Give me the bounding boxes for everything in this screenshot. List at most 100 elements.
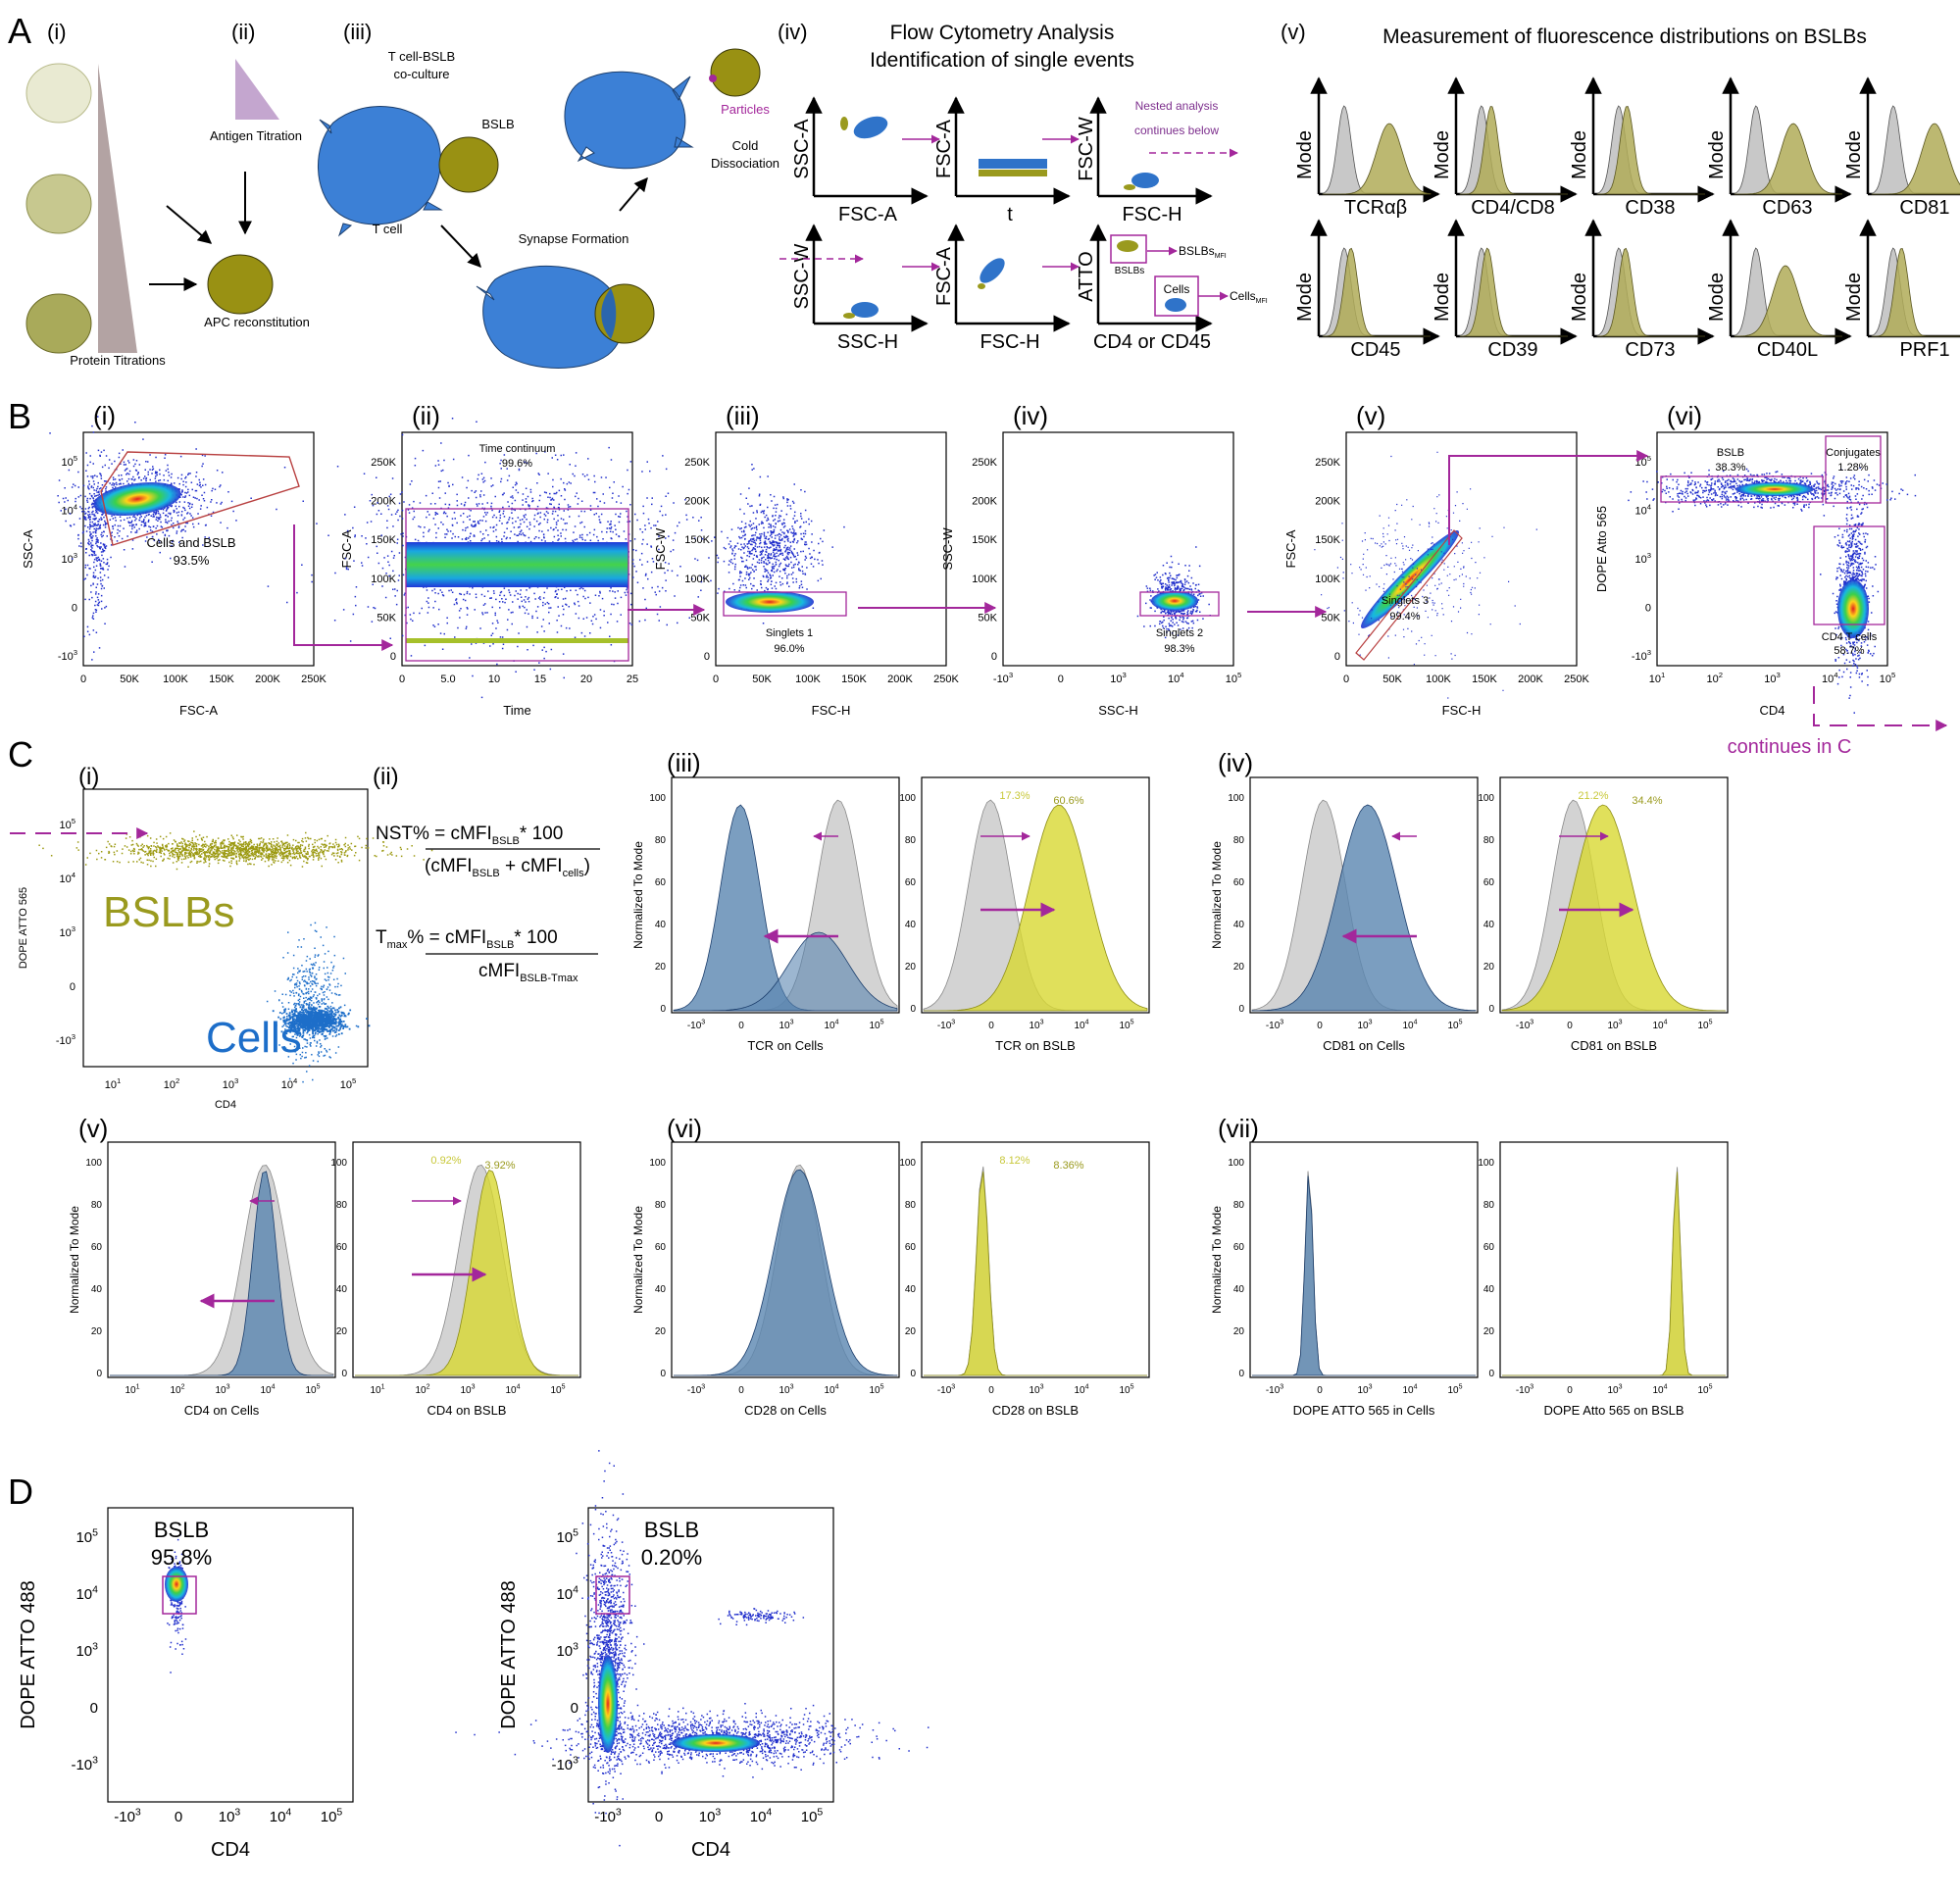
mini-singlet-cells: [1131, 173, 1159, 188]
hist-bslb-curve: [1872, 248, 1960, 337]
gate-name: Singlets 1: [766, 627, 813, 639]
x-tick-label: 15: [534, 674, 546, 685]
x-tick-label: 105: [550, 1384, 565, 1397]
gate-name: BSLB: [154, 1518, 209, 1542]
x-axis-label: DOPE Atto 565 on BSLB: [1543, 1403, 1684, 1418]
x-tick-label: -103: [1266, 1384, 1283, 1397]
x-axis-label: Time: [503, 703, 530, 718]
nst-denominator: (cMFIBSLB + cMFIcells): [425, 856, 590, 879]
gating-plot: (iv) -103 0 103 104 105 250K 200K 150K 100K 50K 0 SS…: [940, 401, 1241, 718]
marker-histogram: Mode CD39: [1432, 219, 1578, 361]
y-tick-label: 100: [649, 1158, 666, 1169]
y-tick-label: 0: [1488, 1369, 1494, 1379]
mini-singlet-bslb: [1124, 184, 1135, 190]
pct-label-2: 34.4%: [1632, 795, 1662, 807]
hist-marker-label: CD40L: [1757, 339, 1818, 361]
y-tick-label: 0: [910, 1369, 916, 1379]
y-tick-label: 20: [336, 1326, 348, 1337]
hist-bslb-curve: [1459, 247, 1568, 337]
hist-marker-label: TCRαβ: [1344, 197, 1407, 219]
y-tick-label: 50K: [377, 612, 396, 624]
y-tick-label: 0: [704, 651, 710, 663]
event-cloud: [576, 1450, 645, 1847]
x-axis-label: CD28 on Cells: [744, 1403, 827, 1418]
sample-histogram: [674, 1169, 898, 1376]
gating-plot-label: (iv): [1013, 401, 1048, 430]
x-tick-label: 103: [1607, 1384, 1622, 1397]
y-tick-label: 80: [336, 1200, 348, 1211]
sample-histogram-shoulder: [674, 931, 898, 1012]
histogram-plot: 100 80 60 40 20 0 -103 0 103 104 105 DOPE ATTO 565 …: [1210, 1141, 1479, 1418]
y-tick-label: 20: [91, 1326, 103, 1337]
hist-y-label: Mode: [1843, 130, 1865, 179]
plot-frame: [587, 1507, 834, 1803]
sample-histogram: [1251, 804, 1477, 1012]
gating-flow-arrow: [1813, 686, 1948, 731]
hist-marker-label: CD45: [1350, 339, 1400, 361]
gate-pct: 99.4%: [1389, 611, 1420, 623]
x-tick-label: 0: [1317, 1021, 1323, 1031]
coculture-label-1: T cell-BSLB: [388, 49, 455, 64]
hist-group-label: (v): [78, 1114, 108, 1143]
y-tick-label: -103: [71, 1754, 98, 1773]
x-tick-label: 50K: [120, 674, 139, 685]
singlets3-gate: [1355, 529, 1463, 661]
x-tick-label: 150K: [1472, 674, 1497, 685]
x-tick-label: 0: [1567, 1385, 1573, 1396]
y-tick-label: 60: [1233, 877, 1245, 888]
hist-bslb-curve: [1734, 265, 1842, 337]
y-axis-label: Normalized To Mode: [68, 1206, 81, 1314]
x-tick-label: 103: [1357, 1020, 1372, 1032]
hist-y-label: Mode: [1706, 130, 1728, 179]
density-left: [598, 1655, 618, 1753]
coculture-label-2: co-culture: [393, 67, 449, 81]
histogram-section-title: Measurement of fluorescence distribution…: [1382, 25, 1867, 48]
bslb-time-band: [406, 638, 628, 643]
x-tick-label: 104: [1402, 1020, 1417, 1032]
x-tick-label: 103: [1764, 671, 1781, 685]
x-tick-label: 0: [1058, 674, 1064, 685]
y-tick-label: 200K: [1315, 496, 1340, 508]
hist-y-label: Mode: [1432, 130, 1453, 179]
particle-dot: [709, 75, 717, 82]
y-tick-label: 104: [556, 1583, 578, 1603]
y-tick-label: 150K: [972, 534, 997, 546]
cold-label-2: Dissociation: [711, 156, 779, 171]
flow-mini-plot: SSC-W SSC-H: [791, 224, 929, 353]
y-tick-label: 40: [336, 1284, 348, 1295]
y-tick-label: 60: [655, 1242, 667, 1253]
x-tick-label: 101: [1649, 671, 1666, 685]
x-tick-label: 103: [1110, 671, 1127, 685]
x-tick-label: 103: [779, 1020, 793, 1032]
mini-y-label: FSC-A: [933, 246, 955, 306]
cell-events-dense: [272, 1004, 371, 1038]
gating-plot: (v) 0 50K 100K 150K 200K 250K 250K 200K 150K 100K 5…: [1283, 401, 1590, 718]
x-tick-label: 104: [1822, 671, 1838, 685]
tmax-formula: Tmax% = cMFIBSLB* 100 cMFIBSLB-Tmax: [376, 927, 598, 984]
mini-fsc-cells: [980, 258, 1005, 283]
x-tick-label: 104: [270, 1806, 292, 1825]
panel-a-i-label: (i): [47, 20, 67, 44]
histogram-plot: 100 80 60 40 20 0 101 102 103 104 105 CD4 on BSLB 0.…: [330, 1141, 581, 1418]
y-tick-label: 0: [1238, 1004, 1244, 1015]
y-axis-label: FSC-W: [653, 527, 668, 570]
x-tick-label: 0: [1317, 1385, 1323, 1396]
x-tick-label: 100K: [1426, 674, 1451, 685]
y-tick-label: 20: [655, 1326, 667, 1337]
panel-a-iii-label: (iii): [343, 20, 372, 44]
gate-name: CD4 T cells: [1822, 631, 1878, 643]
y-tick-label: 20: [1483, 962, 1495, 973]
dissociated-cell-shape: [564, 71, 694, 170]
bslbs-mfi-label: BSLBsMFI: [1179, 244, 1227, 260]
y-tick-label: 104: [1634, 503, 1651, 518]
y-tick-label: 20: [1233, 962, 1245, 973]
mini-y-label: SSC-W: [791, 244, 813, 310]
y-tick-label: 20: [1483, 1326, 1495, 1337]
mini-y-label: FSC-W: [1076, 117, 1097, 181]
mini-x-label: FSC-A: [838, 204, 898, 225]
y-tick-label: 103: [75, 1640, 98, 1660]
d-scatter-plot: BSLB 95.8% -103 0 103 104 105 105 104 103 0 -103 CD4…: [18, 1507, 354, 1861]
synapse-cell-shape: [476, 266, 624, 369]
event-cloud: [167, 1533, 187, 1673]
bslb-gate: [595, 1575, 630, 1615]
